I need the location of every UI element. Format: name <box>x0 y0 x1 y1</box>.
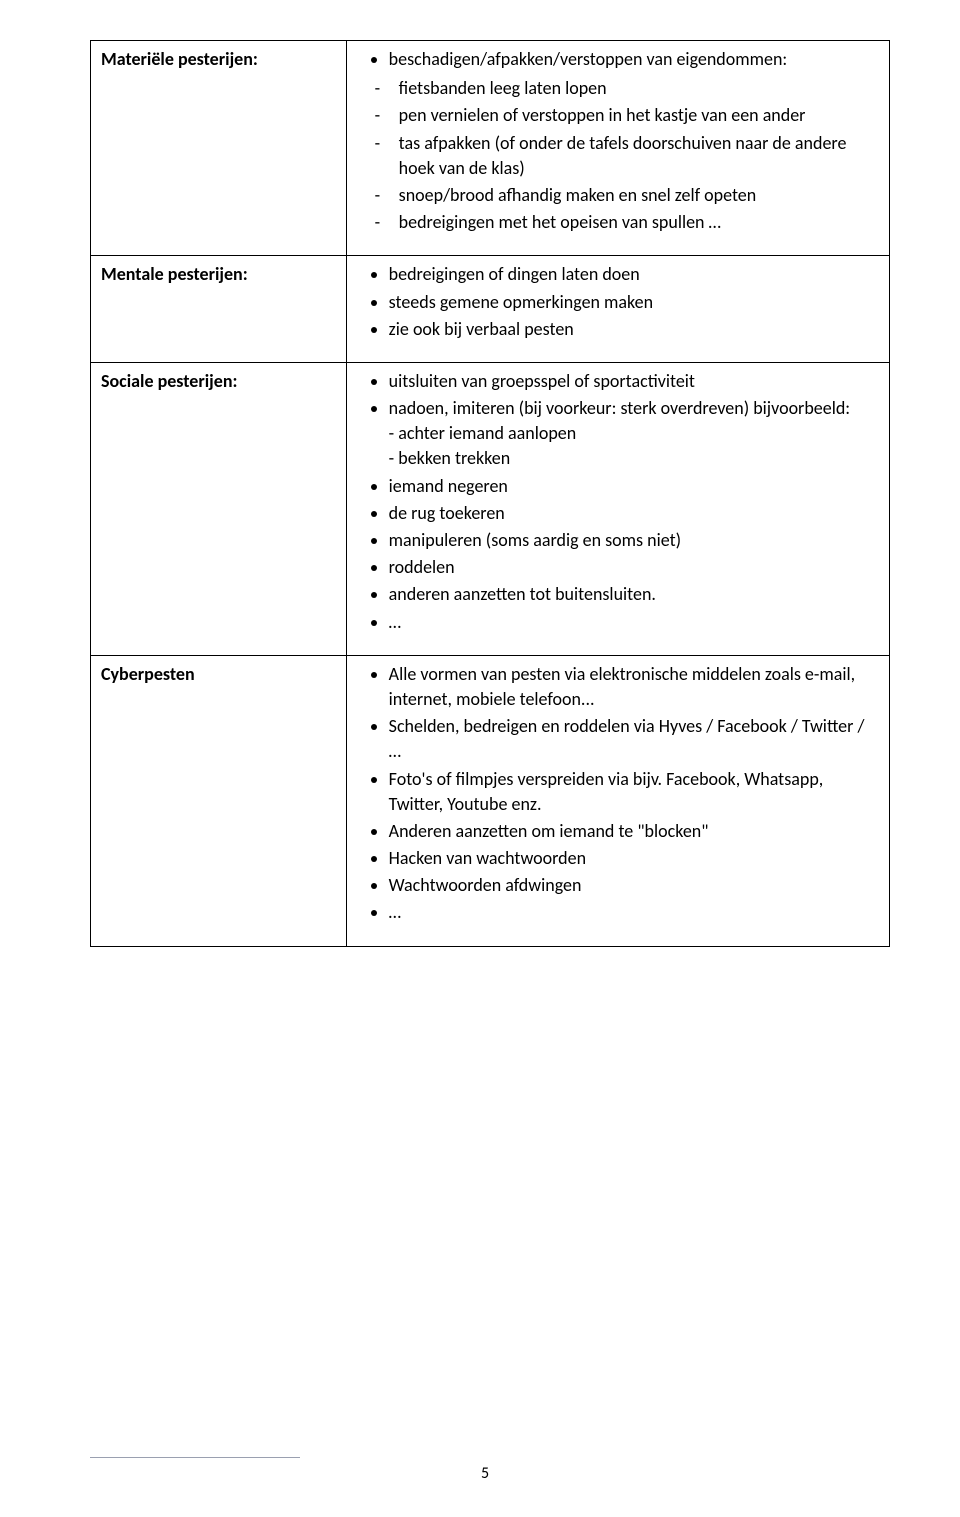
row-content: uitsluiten van groepsspel of sportactivi… <box>346 362 889 655</box>
row-content: Alle vormen van pesten via elektronische… <box>346 655 889 946</box>
list-item: … <box>389 610 879 635</box>
list-item: beschadigen/afpakken/verstoppen van eige… <box>389 47 879 72</box>
list-item: fietsbanden leeg laten lopen <box>375 76 879 101</box>
list-item: Hacken van wachtwoorden <box>389 846 879 871</box>
list-item: Anderen aanzetten om iemand te "blocken" <box>389 819 879 844</box>
table-row: Sociale pesterijen: uitsluiten van groep… <box>91 362 890 655</box>
list-item-text: nadoen, imiteren (bij voorkeur: sterk ov… <box>389 397 850 419</box>
page-number: 5 <box>90 1464 880 1483</box>
page-footer: 5 <box>90 1457 880 1483</box>
list-item: Alle vormen van pesten via elektronische… <box>389 662 879 712</box>
row-label: Materiële pesterijen: <box>91 41 347 256</box>
categories-table: Materiële pesterijen: beschadigen/afpakk… <box>90 40 890 947</box>
dash-sublist: fietsbanden leeg laten lopen pen verniel… <box>357 76 879 235</box>
table-row: Mentale pesterijen: bedreigingen of ding… <box>91 256 890 363</box>
table-row: Cyberpesten Alle vormen van pesten via e… <box>91 655 890 946</box>
list-item: … <box>389 900 879 925</box>
row-content: bedreigingen of dingen laten doen steeds… <box>346 256 889 363</box>
list-item: roddelen <box>389 555 879 580</box>
bullet-list: uitsluiten van groepsspel of sportactivi… <box>357 369 879 635</box>
list-item: manipuleren (soms aardig en soms niet) <box>389 528 879 553</box>
list-item: iemand negeren <box>389 474 879 499</box>
row-content: beschadigen/afpakken/verstoppen van eige… <box>346 41 889 256</box>
list-item: snoep/brood afhandig maken en snel zelf … <box>375 183 879 208</box>
list-item: pen vernielen of verstoppen in het kastj… <box>375 103 879 128</box>
list-item: zie ook bij verbaal pesten <box>389 317 879 342</box>
list-item: bedreigingen of dingen laten doen <box>389 262 879 287</box>
list-item: tas afpakken (of onder de tafels doorsch… <box>375 131 879 181</box>
list-item: anderen aanzetten tot buitensluiten. <box>389 582 879 607</box>
list-item: achter iemand aanlopen <box>389 421 879 446</box>
table-row: Materiële pesterijen: beschadigen/afpakk… <box>91 41 890 256</box>
list-item: uitsluiten van groepsspel of sportactivi… <box>389 369 879 394</box>
list-item: nadoen, imiteren (bij voorkeur: sterk ov… <box>389 396 879 472</box>
bullet-list: bedreigingen of dingen laten doen steeds… <box>357 262 879 342</box>
list-item: bedreigingen met het opeisen van spullen… <box>375 210 879 235</box>
list-item: Foto's of filmpjes verspreiden via bijv.… <box>389 767 879 817</box>
bullet-list: beschadigen/afpakken/verstoppen van eige… <box>357 47 879 72</box>
row-label: Cyberpesten <box>91 655 347 946</box>
list-item: Schelden, bedreigen en roddelen via Hyve… <box>389 714 879 764</box>
list-item: steeds gemene opmerkingen maken <box>389 290 879 315</box>
list-item: de rug toekeren <box>389 501 879 526</box>
list-item: bekken trekken <box>389 446 879 471</box>
footer-rule <box>90 1457 300 1458</box>
list-item: Wachtwoorden afdwingen <box>389 873 879 898</box>
bullet-list: Alle vormen van pesten via elektronische… <box>357 662 879 926</box>
row-label: Mentale pesterijen: <box>91 256 347 363</box>
inline-dash-list: achter iemand aanlopen bekken trekken <box>389 421 879 471</box>
row-label: Sociale pesterijen: <box>91 362 347 655</box>
